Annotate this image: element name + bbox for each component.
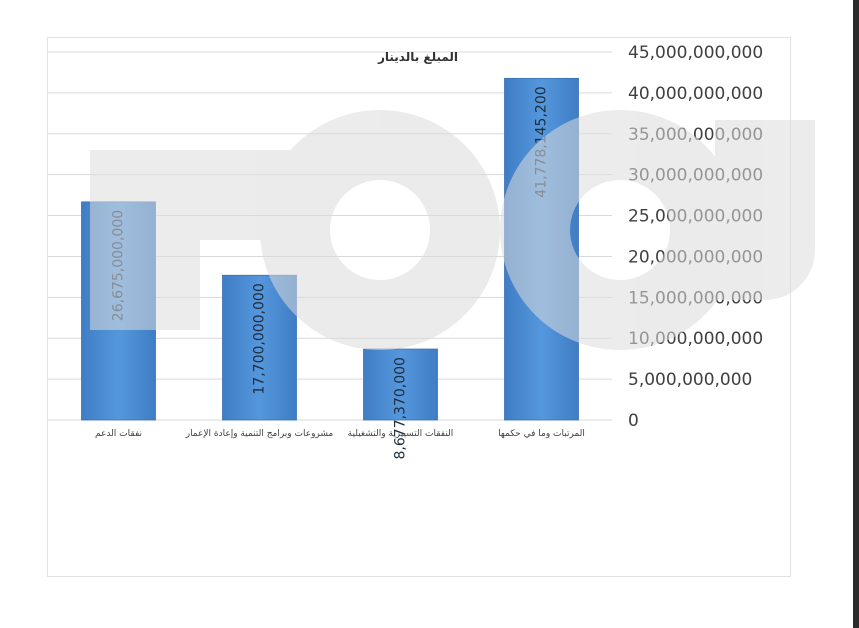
x-axis-ticks: نفقات الدعم مشروعات وبرامج التنمية وإعادة… — [95, 429, 585, 439]
window-edge — [853, 0, 859, 628]
bar — [363, 348, 438, 421]
x-tick-label: النفقات التسييرية والتشغيلية — [348, 429, 454, 439]
bar-data-label: 41,778,145,200 — [534, 86, 550, 197]
y-tick-label: 35,000,000,000 — [628, 125, 763, 145]
y-tick-label: 15,000,000,000 — [628, 288, 763, 308]
x-tick-label: نفقات الدعم — [95, 429, 142, 439]
y-tick-label: 45,000,000,000 — [628, 43, 763, 63]
y-tick-label: 30,000,000,000 — [628, 166, 763, 186]
y-tick-label: 25,000,000,000 — [628, 207, 763, 227]
x-tick-label: مشروعات وبرامج التنمية وإعادة الإعمار — [185, 429, 334, 439]
bars — [81, 77, 579, 421]
y-axis-ticks: 0 5,000,000,000 10,000,000,000 15,000,000,0… — [628, 43, 763, 431]
bar-data-label: 26,675,000,000 — [111, 210, 127, 321]
y-tick-label: 40,000,000,000 — [628, 84, 763, 104]
y-tick-label: 20,000,000,000 — [628, 247, 763, 267]
y-tick-label: 0 — [628, 411, 639, 431]
x-tick-label: المرتبات وما في حكمها — [498, 429, 585, 439]
y-tick-label: 5,000,000,000 — [628, 370, 752, 390]
bar-data-label: 17,700,000,000 — [252, 283, 268, 394]
bar-data-label: 8,677,370,000 — [393, 357, 409, 459]
y-tick-label: 10,000,000,000 — [628, 329, 763, 349]
chart-title: المبلغ بالدينار — [377, 50, 458, 64]
data-labels: 26,675,000,000 17,700,000,000 8,677,370,00… — [111, 86, 550, 459]
